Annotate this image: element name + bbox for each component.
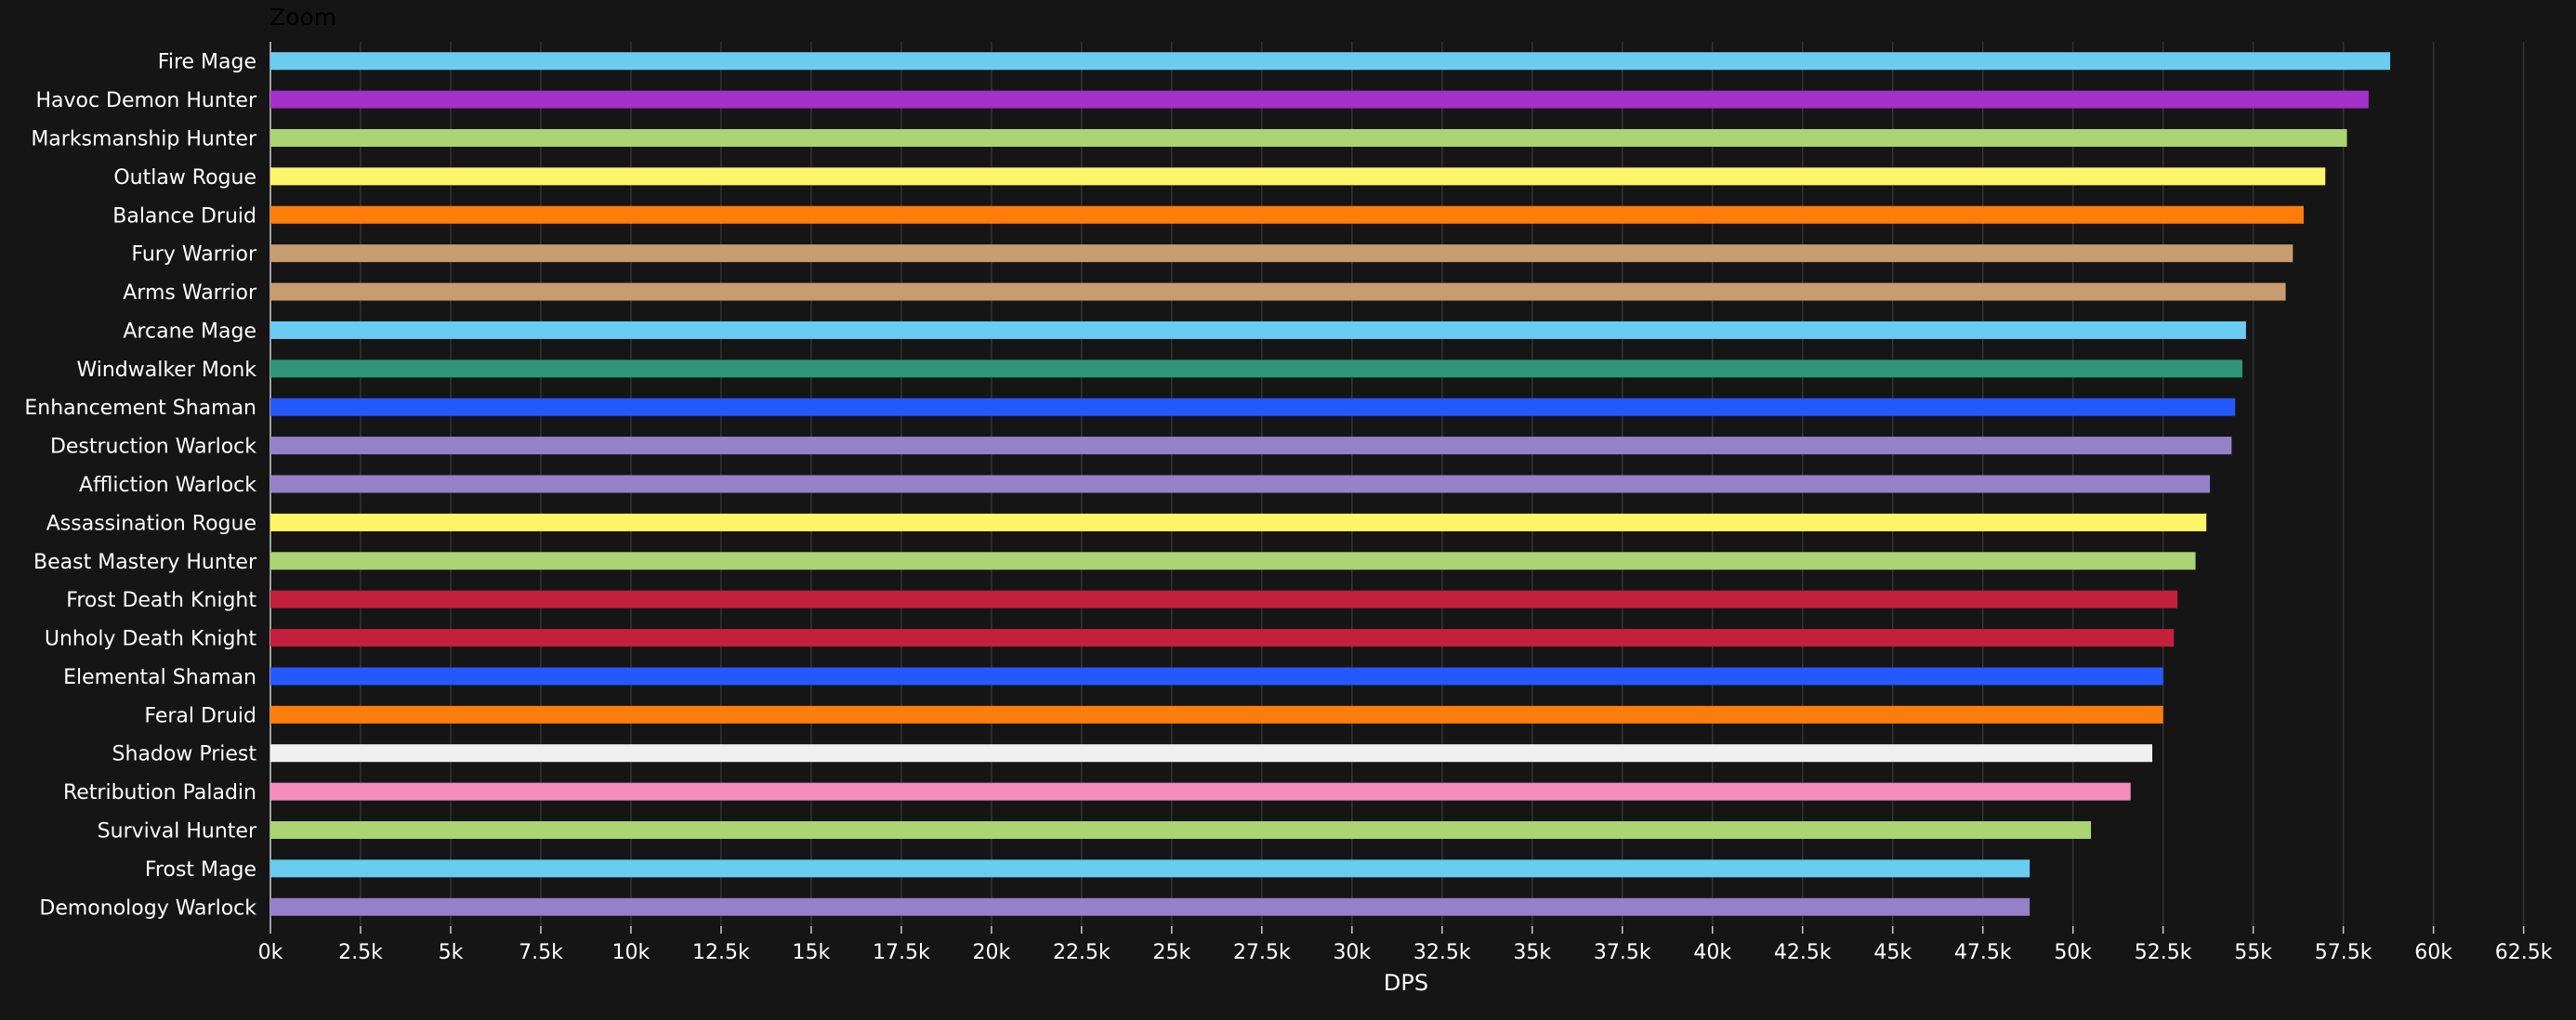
bar[interactable] <box>270 128 2347 147</box>
x-tick-label: 17.5k <box>873 941 930 964</box>
bar[interactable] <box>270 244 2293 263</box>
x-tick-label: 32.5k <box>1413 941 1471 964</box>
x-tick-label: 10k <box>612 941 651 964</box>
category-label: Shadow Priest <box>112 743 257 766</box>
x-tick-label: 60k <box>2414 941 2452 964</box>
category-label: Balance Druid <box>112 204 256 228</box>
category-label: Marksmanship Hunter <box>31 127 257 150</box>
bars <box>270 52 2391 916</box>
category-label: Fire Mage <box>158 51 256 74</box>
x-tick-label: 62.5k <box>2495 941 2553 964</box>
x-tick-label: 40k <box>1693 941 1731 964</box>
category-label: Enhancement Shaman <box>24 397 256 420</box>
bar[interactable] <box>270 859 2031 878</box>
bar[interactable] <box>270 667 2163 686</box>
x-tick-label: 52.5k <box>2135 941 2192 964</box>
category-label: Feral Druid <box>144 704 256 727</box>
category-label: Arcane Mage <box>123 320 256 343</box>
category-label: Unholy Death Knight <box>45 628 256 651</box>
bar[interactable] <box>270 205 2304 224</box>
x-tick-label: 22.5k <box>1053 941 1111 964</box>
bar[interactable] <box>270 52 2391 71</box>
x-tick-label: 7.5k <box>519 941 563 964</box>
bar[interactable] <box>270 513 2207 531</box>
category-label: Havoc Demon Hunter <box>35 89 256 112</box>
bar[interactable] <box>270 821 2092 840</box>
bar[interactable] <box>270 897 2031 916</box>
category-label: Survival Hunter <box>98 820 257 843</box>
x-tick-label: 12.5k <box>692 941 750 964</box>
category-label: Beast Mastery Hunter <box>33 551 257 574</box>
bar[interactable] <box>270 167 2326 186</box>
bar[interactable] <box>270 705 2163 724</box>
x-tick-label: 30k <box>1333 941 1371 964</box>
bar[interactable] <box>270 360 2243 378</box>
bar[interactable] <box>270 744 2153 763</box>
bar[interactable] <box>270 320 2246 339</box>
x-tick-label: 50k <box>2054 941 2092 964</box>
category-label: Retribution Paladin <box>63 781 256 804</box>
x-axis-ticks: 0k 2.5k 5k 7.5k 10k 12.5k 15k 17.5k 20k 22.5k 25k 2… <box>258 926 2553 964</box>
x-tick-label: 45k <box>1873 941 1912 964</box>
category-label: Fury Warrior <box>131 243 257 267</box>
x-tick-label: 47.5k <box>1954 941 2012 964</box>
category-label: Windwalker Monk <box>76 359 256 382</box>
bar[interactable] <box>270 282 2286 301</box>
zoom-button[interactable]: Zoom <box>269 4 337 31</box>
category-label: Frost Death Knight <box>66 589 256 612</box>
x-tick-label: 5k <box>439 941 464 964</box>
x-axis-title: DPS <box>1384 970 1428 996</box>
category-label: Arms Warrior <box>123 281 257 305</box>
x-tick-label: 35k <box>1513 941 1551 964</box>
bar[interactable] <box>270 552 2196 570</box>
category-label: Outlaw Rogue <box>113 166 256 190</box>
x-tick-label: 2.5k <box>338 941 383 964</box>
bar[interactable] <box>270 629 2175 647</box>
x-tick-label: 55k <box>2234 941 2272 964</box>
category-label: Assassination Rogue <box>46 512 256 535</box>
category-label: Elemental Shaman <box>63 666 256 689</box>
x-tick-label: 25k <box>1152 941 1190 964</box>
category-labels: Fire Mage Havoc Demon Hunter Marksmanship … <box>24 51 257 921</box>
bar[interactable] <box>270 437 2232 455</box>
x-tick-label: 15k <box>793 941 831 964</box>
x-tick-label: 37.5k <box>1594 941 1651 964</box>
category-label: Affliction Warlock <box>79 474 256 497</box>
x-tick-label: 57.5k <box>2315 941 2372 964</box>
x-tick-label: 0k <box>258 941 283 964</box>
bar[interactable] <box>270 475 2211 493</box>
category-label: Destruction Warlock <box>50 436 256 459</box>
bar[interactable] <box>270 398 2236 416</box>
bar[interactable] <box>270 90 2369 109</box>
category-label: Frost Mage <box>145 858 256 882</box>
x-tick-label: 27.5k <box>1233 941 1291 964</box>
bar[interactable] <box>270 782 2131 801</box>
category-label: Demonology Warlock <box>39 896 256 920</box>
x-tick-label: 20k <box>973 941 1011 964</box>
bar[interactable] <box>270 590 2178 608</box>
x-tick-label: 42.5k <box>1774 941 1832 964</box>
